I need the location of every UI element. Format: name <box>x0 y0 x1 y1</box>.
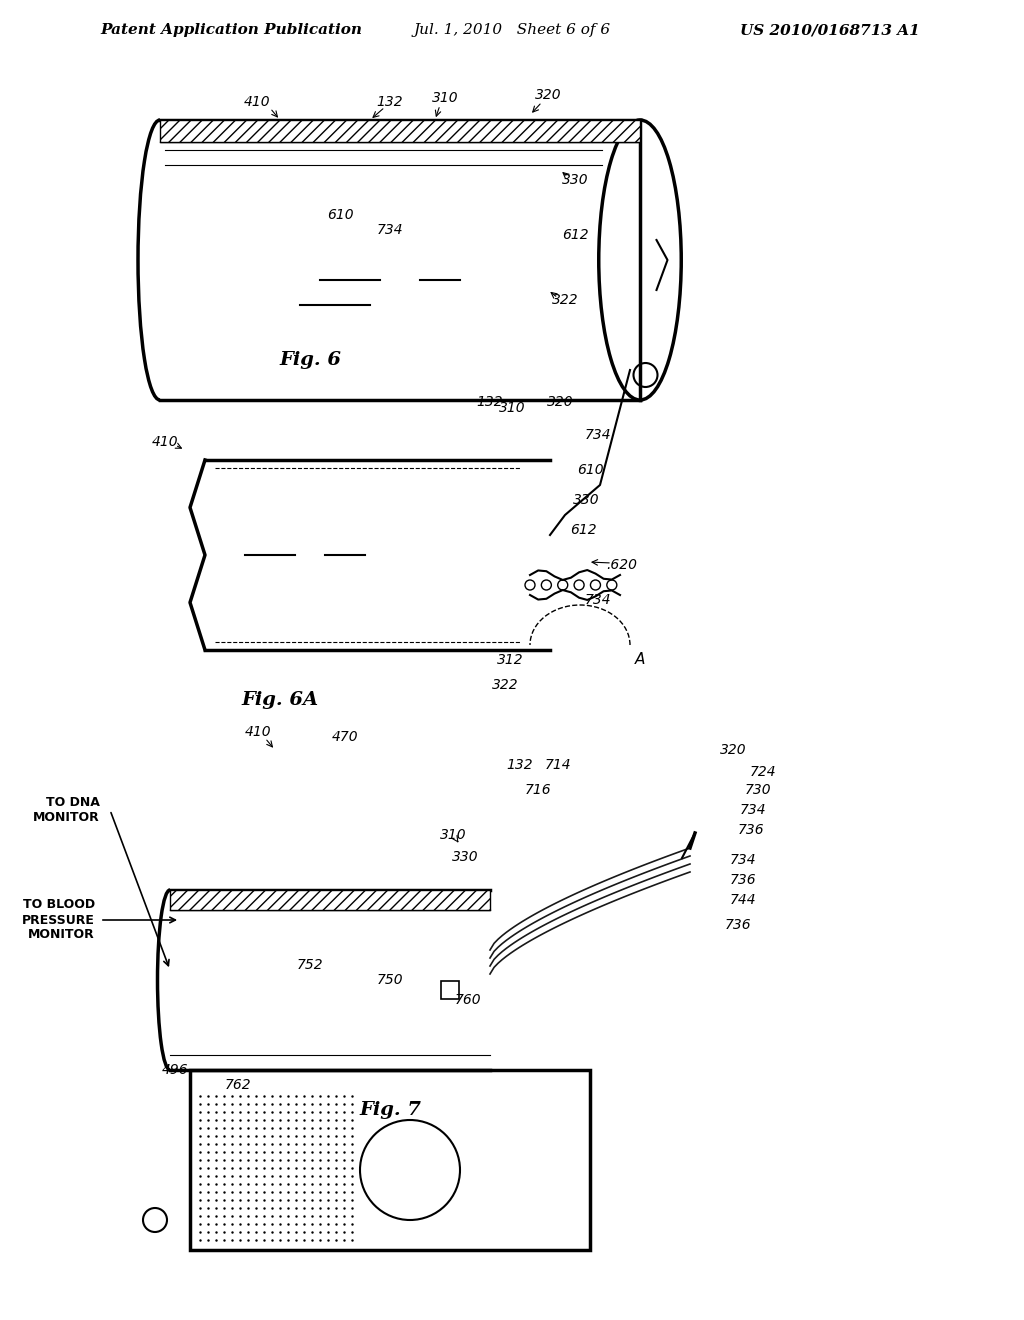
Text: 320: 320 <box>535 88 561 102</box>
Text: 730: 730 <box>745 783 772 797</box>
Text: 330: 330 <box>572 492 599 507</box>
Text: 734: 734 <box>740 803 767 817</box>
Text: 610: 610 <box>327 209 353 222</box>
Text: 132: 132 <box>507 758 534 772</box>
Text: 762: 762 <box>224 1078 251 1092</box>
Text: Patent Application Publication: Patent Application Publication <box>100 22 362 37</box>
Text: .620: .620 <box>606 558 638 572</box>
Text: 744: 744 <box>730 894 757 907</box>
Text: 750: 750 <box>377 973 403 987</box>
Text: TO DNA
MONITOR: TO DNA MONITOR <box>33 796 100 824</box>
Text: 714: 714 <box>545 758 571 772</box>
Text: 132: 132 <box>477 395 504 409</box>
Text: 496: 496 <box>162 1063 188 1077</box>
Text: 734: 734 <box>585 428 611 442</box>
Text: Fig. 6: Fig. 6 <box>279 351 341 370</box>
Text: 310: 310 <box>439 828 466 842</box>
Text: 716: 716 <box>524 783 551 797</box>
Text: A: A <box>635 652 645 668</box>
Text: 410: 410 <box>152 436 178 449</box>
Text: 734: 734 <box>377 223 403 238</box>
Text: 322: 322 <box>492 678 518 692</box>
Ellipse shape <box>599 120 681 400</box>
FancyBboxPatch shape <box>190 1071 590 1250</box>
Text: 330: 330 <box>452 850 478 865</box>
Text: 410: 410 <box>245 725 271 739</box>
FancyBboxPatch shape <box>160 120 640 143</box>
Text: Fig. 6A: Fig. 6A <box>242 690 318 709</box>
Text: TO BLOOD
PRESSURE
MONITOR: TO BLOOD PRESSURE MONITOR <box>23 899 95 941</box>
Text: 610: 610 <box>577 463 603 477</box>
Text: 752: 752 <box>297 958 324 972</box>
Text: 734: 734 <box>730 853 757 867</box>
Text: Fig. 7: Fig. 7 <box>359 1101 421 1119</box>
Text: 312: 312 <box>497 653 523 667</box>
FancyBboxPatch shape <box>170 890 490 909</box>
Text: 736: 736 <box>730 873 757 887</box>
Text: 320: 320 <box>547 395 573 409</box>
Text: 330: 330 <box>562 173 589 187</box>
Text: Jul. 1, 2010   Sheet 6 of 6: Jul. 1, 2010 Sheet 6 of 6 <box>414 22 610 37</box>
Text: 736: 736 <box>725 917 752 932</box>
Text: 132: 132 <box>377 95 403 110</box>
Text: 470: 470 <box>332 730 358 744</box>
Text: 760: 760 <box>455 993 481 1007</box>
Text: 320: 320 <box>720 743 746 756</box>
Text: 724: 724 <box>750 766 776 779</box>
Text: US 2010/0168713 A1: US 2010/0168713 A1 <box>740 22 920 37</box>
FancyBboxPatch shape <box>441 981 459 999</box>
Text: 612: 612 <box>569 523 596 537</box>
Text: 322: 322 <box>552 293 579 308</box>
Text: 736: 736 <box>738 822 765 837</box>
Text: 734: 734 <box>585 593 611 607</box>
Text: 612: 612 <box>562 228 589 242</box>
Text: 310: 310 <box>432 91 459 106</box>
Text: 410: 410 <box>244 95 270 110</box>
Text: 310: 310 <box>499 401 525 414</box>
